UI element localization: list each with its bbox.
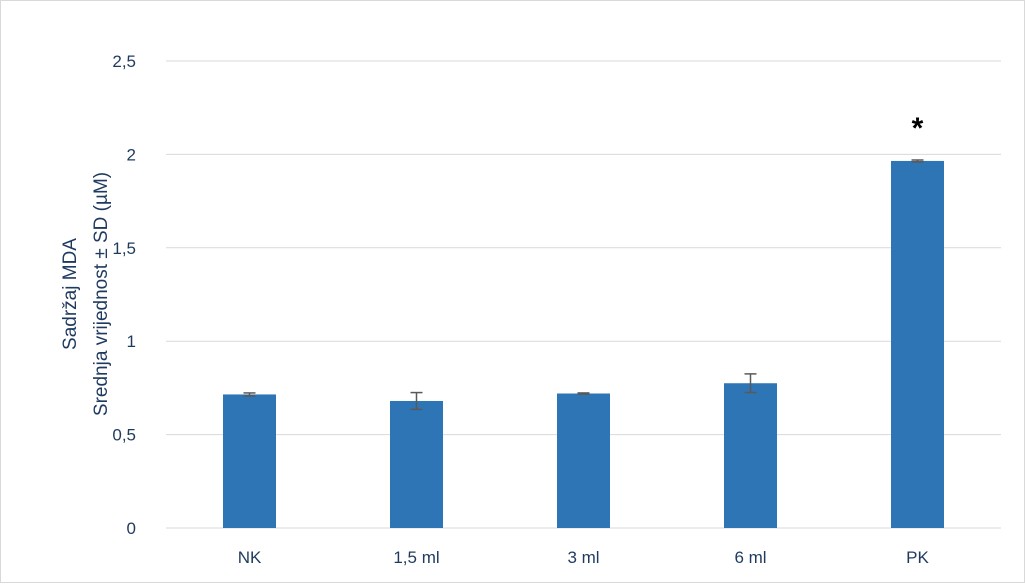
bar	[223, 394, 276, 528]
annotations: *	[912, 112, 924, 145]
y-tick-label: 1,5	[112, 239, 136, 258]
x-tick-label: PK	[906, 548, 929, 567]
bar	[557, 393, 610, 528]
y-tick-label: 1	[127, 332, 136, 351]
y-tick-label: 2	[127, 145, 136, 164]
bar	[724, 383, 777, 528]
y-tick-labels: 0 0,5 1 1,5 2 2,5	[112, 52, 136, 538]
bar	[891, 160, 944, 529]
bars	[223, 160, 944, 529]
y-tick-label: 2,5	[112, 52, 136, 71]
significance-asterisk: *	[912, 112, 924, 145]
y-tick-label: 0	[127, 519, 136, 538]
y-axis-title-line-2: Srednja vrijednost ± SD (µM)	[91, 172, 112, 416]
x-tick-labels: NK 1,5 ml 3 ml 6 ml PK	[238, 548, 930, 567]
gridlines	[166, 60, 1001, 529]
error-bars	[243, 159, 924, 411]
bar	[390, 400, 443, 528]
x-tick-label: 3 ml	[567, 548, 599, 567]
y-axis-title: Sadržaj MDA Srednja vrijednost ± SD (µM)	[60, 172, 112, 416]
x-tick-label: 1,5 ml	[393, 548, 439, 567]
y-axis-title-line-1: Sadržaj MDA	[60, 238, 81, 350]
x-tick-label: NK	[238, 548, 262, 567]
x-tick-label: 6 ml	[734, 548, 766, 567]
y-tick-label: 0,5	[112, 426, 136, 445]
